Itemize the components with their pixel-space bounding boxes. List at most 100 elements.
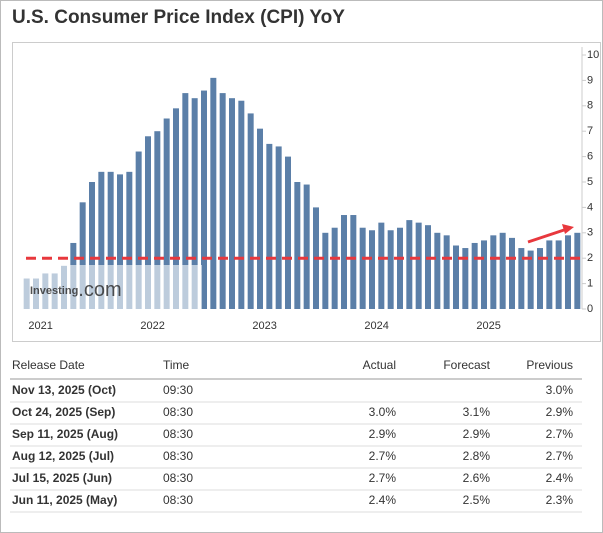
bar [331,227,338,309]
table-cell: 3.1% [463,405,491,419]
table-cell: 2.4% [546,471,574,485]
table-cell: 2.7% [369,449,397,463]
table-cell: 2.7% [546,427,574,441]
table-header: Release Date [12,358,85,372]
bar [117,174,123,309]
bar [555,240,562,309]
bar [163,118,170,309]
y-tick-label: 6 [587,151,593,163]
bar [247,113,254,309]
bar [453,245,459,309]
table-header: Previous [526,358,573,372]
table-cell: Nov 13, 2025 (Oct) [12,383,116,397]
bar [173,108,179,309]
y-tick-label: 0 [587,303,593,315]
bar [229,98,235,310]
table-cell: Oct 24, 2025 (Sep) [12,405,115,419]
bar [537,248,543,309]
bar [378,222,385,309]
bar [546,240,553,309]
table-cell: Sep 11, 2025 (Aug) [12,427,118,441]
bar [135,151,142,309]
table-cell: 2.9% [369,427,397,441]
y-tick-label: 4 [587,201,593,213]
bar [369,230,375,309]
bar [387,230,394,309]
bar [98,171,105,309]
chart-title: U.S. Consumer Price Index (CPI) YoY [12,7,345,28]
table-cell: 08:30 [163,449,193,463]
table-header: Forecast [443,358,490,372]
bar [574,232,581,309]
bar [154,131,161,309]
bar [219,93,226,309]
bar [518,248,525,309]
bar [415,222,422,309]
trend-arrow [527,227,568,244]
table-cell: 08:30 [163,471,193,485]
bar [285,156,291,309]
table-header: Time [163,358,190,372]
bar [182,93,189,309]
bar [266,143,273,309]
bar [490,235,497,309]
trend-arrow-head [562,224,574,234]
y-tick-label: 1 [587,278,593,290]
x-tick-label: 2022 [140,320,164,332]
bar [257,128,263,309]
table-cell: 2.9% [546,405,574,419]
bar [406,220,413,309]
table-cell: 2.9% [463,427,491,441]
bar [79,202,86,309]
bar [191,98,198,310]
bar [527,250,534,309]
table-cell: 08:30 [163,405,193,419]
bar [443,235,450,309]
table-cell: 2.7% [546,449,574,463]
y-tick-label: 3 [587,227,593,239]
bar [89,182,95,309]
table-cell: 08:30 [163,493,193,507]
x-tick-label: 2025 [476,320,500,332]
table-header: Actual [363,358,396,372]
table-cell: 2.7% [369,471,397,485]
bar [471,242,478,309]
bar [322,232,329,309]
y-tick-label: 9 [587,74,593,86]
bar [425,225,431,309]
table-cell: 09:30 [163,383,193,397]
bar [145,136,151,309]
bar [303,184,310,309]
table-cell: 2.5% [463,493,491,507]
y-tick-label: 5 [587,176,593,188]
y-tick-label: 2 [587,252,593,264]
table-cell: 3.0% [546,383,574,397]
table-cell: 2.8% [463,449,491,463]
bar [126,171,133,309]
table-cell: 3.0% [369,405,397,419]
bar [499,232,506,309]
bar [341,215,347,309]
table-cell: Jul 15, 2025 (Jun) [12,471,112,485]
bar [294,182,301,309]
table-cell: 2.4% [369,493,397,507]
table-cell: 2.6% [463,471,491,485]
bar [359,227,366,309]
x-tick-label: 2023 [252,320,276,332]
bar [481,240,487,309]
bar [275,146,282,309]
table-cell: 2.3% [546,493,574,507]
x-tick-label: 2021 [28,320,52,332]
watermark-backdrop [22,265,202,309]
y-tick-label: 10 [587,49,599,61]
bar [565,235,571,309]
bar [201,90,207,309]
bar [434,232,441,309]
bar [350,215,357,309]
watermark-brand: Investing [30,285,78,297]
bar [238,100,245,309]
watermark-suffix: .com [78,279,121,301]
x-tick-label: 2024 [364,320,388,332]
bar [397,227,403,309]
bar [462,248,469,309]
